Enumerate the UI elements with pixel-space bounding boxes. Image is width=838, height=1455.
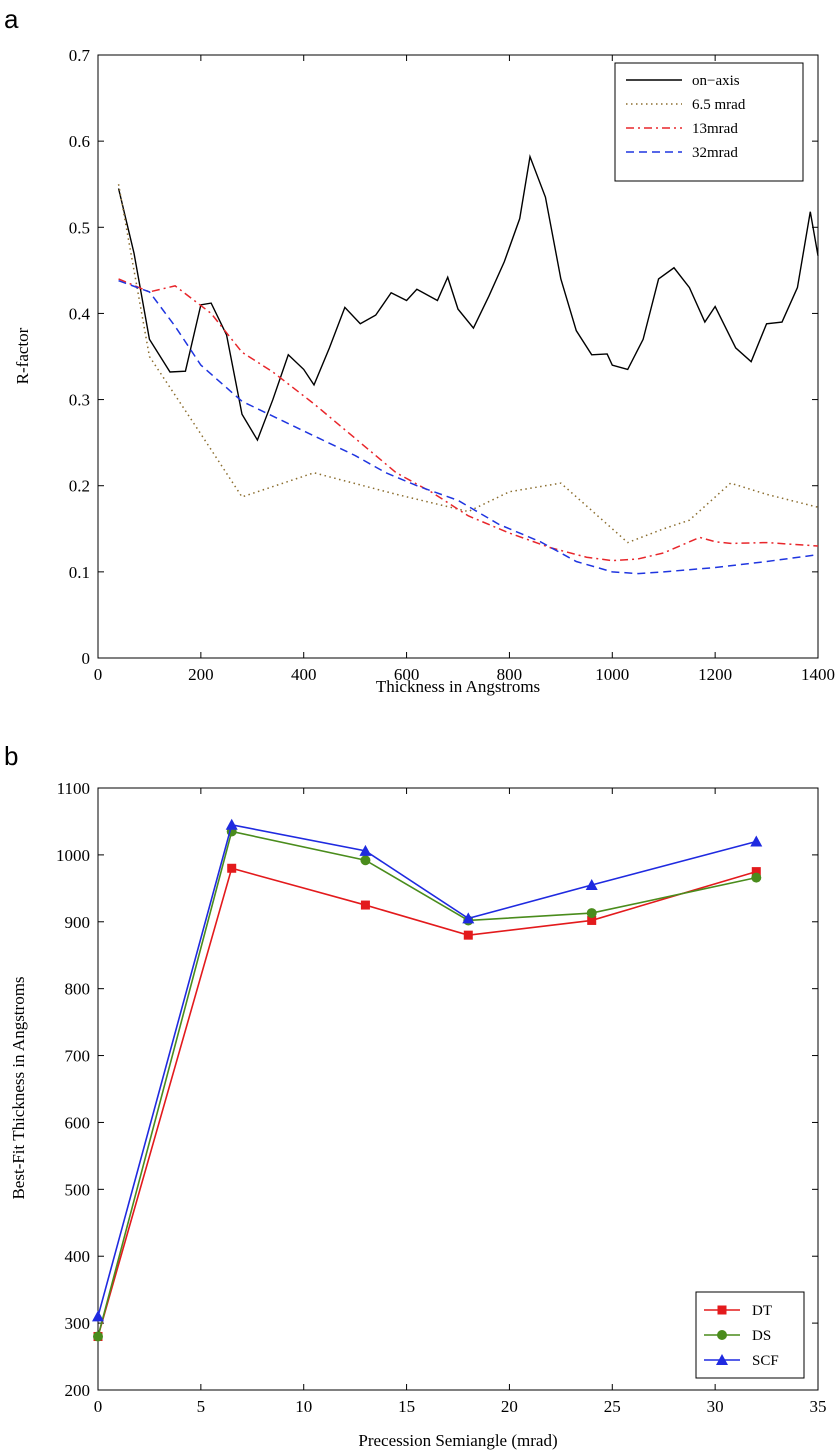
y-tick-label: 1100 bbox=[57, 779, 90, 798]
x-tick-label: 800 bbox=[497, 665, 523, 684]
legend-label-2: 13mrad bbox=[692, 121, 738, 137]
x-tick-label: 0 bbox=[94, 1397, 103, 1416]
data-point-circle bbox=[586, 908, 597, 919]
y-tick-label: 700 bbox=[65, 1047, 91, 1066]
y-tick-label: 600 bbox=[65, 1113, 91, 1132]
series-line-scf bbox=[97, 823, 757, 1317]
x-tick-label: 10 bbox=[295, 1397, 312, 1416]
panel-a-legend: on−axis 6.5 mrad 13mrad 32mrad bbox=[614, 62, 804, 182]
y-tick-label: 0.1 bbox=[69, 563, 90, 582]
series-line-2 bbox=[118, 278, 819, 562]
x-tick-label: 1000 bbox=[595, 665, 629, 684]
x-tick-label: 1200 bbox=[698, 665, 732, 684]
y-tick-label: 500 bbox=[65, 1180, 91, 1199]
y-tick-label: 0.4 bbox=[69, 304, 91, 323]
series-line-dt bbox=[97, 867, 757, 1337]
x-tick-label: 15 bbox=[398, 1397, 415, 1416]
data-point-triangle bbox=[750, 835, 763, 847]
data-point-triangle bbox=[92, 1310, 104, 1322]
data-point-triangle bbox=[359, 844, 372, 856]
y-tick-label: 1000 bbox=[56, 846, 90, 865]
x-tick-label: 35 bbox=[810, 1397, 827, 1416]
panel-b: b 0 5 10 15 20 25 30 35 200 300 400 500 600 700 800 900… bbox=[4, 741, 827, 1450]
panel-b-y-axis-label: Best-Fit Thickness in Angstroms bbox=[9, 976, 28, 1199]
x-tick-label: 5 bbox=[197, 1397, 206, 1416]
y-tick-label: 0.3 bbox=[69, 391, 90, 410]
panel-b-series bbox=[92, 818, 763, 1342]
panel-a-x-axis-label: Thickness in Angstroms bbox=[376, 677, 540, 696]
series-line-1 bbox=[117, 184, 819, 544]
series-line-3 bbox=[118, 279, 819, 575]
y-tick-label: 0.7 bbox=[69, 46, 91, 65]
y-tick-label: 200 bbox=[65, 1381, 91, 1400]
legend-label-ds: DS bbox=[752, 1328, 771, 1344]
data-point-square bbox=[717, 1305, 727, 1315]
panel-a-legend-box bbox=[614, 62, 804, 182]
panel-b-plot-frame bbox=[97, 787, 819, 1391]
panel-a-ticks: 0 200 400 600 800 1000 1200 1400 0 0.1 0.2 0.3 0.4 0.… bbox=[69, 46, 835, 684]
data-point-circle bbox=[93, 1331, 103, 1342]
y-tick-label: 0.6 bbox=[69, 132, 90, 151]
y-tick-label: 300 bbox=[65, 1314, 91, 1333]
x-tick-label: 600 bbox=[394, 665, 420, 684]
panel-a: a 0 200 400 600 800 1000 1200 1400 0 0.1 0.2 0.3 0.4… bbox=[4, 4, 835, 696]
data-point-square bbox=[463, 930, 473, 940]
data-point-square bbox=[751, 867, 761, 877]
y-tick-label: 900 bbox=[65, 913, 91, 932]
panel-b-ticks: 0 5 10 15 20 25 30 35 200 300 400 500 600 700 800 900 10… bbox=[56, 779, 827, 1416]
data-point-square bbox=[227, 863, 237, 873]
panel-a-series bbox=[117, 153, 819, 575]
data-point-circle bbox=[751, 872, 762, 883]
legend-label-0: on−axis bbox=[692, 73, 740, 89]
x-tick-label: 25 bbox=[604, 1397, 621, 1416]
series-line-ds bbox=[97, 830, 757, 1337]
y-tick-label: 400 bbox=[65, 1247, 91, 1266]
panel-b-x-axis-label: Precession Semiangle (mrad) bbox=[358, 1431, 557, 1450]
x-tick-label: 20 bbox=[501, 1397, 518, 1416]
panel-b-letter: b bbox=[4, 741, 18, 771]
data-point-square bbox=[360, 900, 370, 910]
panel-a-y-axis-label: R-factor bbox=[13, 327, 32, 384]
legend-label-1: 6.5 mrad bbox=[692, 97, 746, 113]
series-line-0 bbox=[117, 153, 819, 442]
data-point-triangle bbox=[462, 912, 475, 924]
x-tick-label: 400 bbox=[291, 665, 317, 684]
x-tick-label: 30 bbox=[707, 1397, 724, 1416]
panel-a-letter: a bbox=[4, 4, 19, 34]
y-tick-label: 800 bbox=[65, 980, 91, 999]
legend-label-scf: SCF bbox=[752, 1353, 779, 1369]
panel-b-legend: DT DS SCF bbox=[695, 1291, 805, 1379]
data-point-triangle bbox=[225, 818, 238, 830]
x-tick-label: 0 bbox=[94, 665, 103, 684]
y-tick-label: 0.5 bbox=[69, 218, 90, 237]
data-point-triangle bbox=[716, 1354, 728, 1365]
y-tick-label: 0 bbox=[82, 649, 91, 668]
x-tick-label: 1400 bbox=[801, 665, 835, 684]
panel-a-plot-frame bbox=[97, 54, 819, 659]
data-point-triangle bbox=[585, 878, 598, 890]
data-point-square bbox=[587, 915, 597, 925]
legend-label-3: 32mrad bbox=[692, 145, 738, 161]
data-point-circle bbox=[360, 855, 371, 866]
legend-label-dt: DT bbox=[752, 1303, 772, 1319]
x-tick-label: 200 bbox=[188, 665, 214, 684]
y-tick-label: 0.2 bbox=[69, 477, 90, 496]
data-point-circle bbox=[717, 1330, 727, 1340]
